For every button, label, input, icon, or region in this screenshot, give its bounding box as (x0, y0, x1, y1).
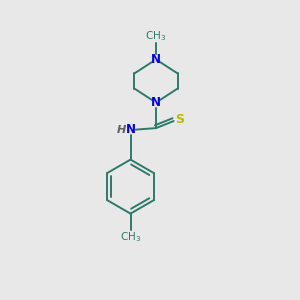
Text: CH$_3$: CH$_3$ (120, 230, 141, 244)
Text: N: N (151, 53, 161, 66)
Text: S: S (175, 113, 184, 126)
Text: N: N (125, 123, 136, 136)
Text: H: H (116, 124, 125, 135)
Text: N: N (151, 96, 161, 109)
Text: CH$_3$: CH$_3$ (146, 29, 167, 43)
